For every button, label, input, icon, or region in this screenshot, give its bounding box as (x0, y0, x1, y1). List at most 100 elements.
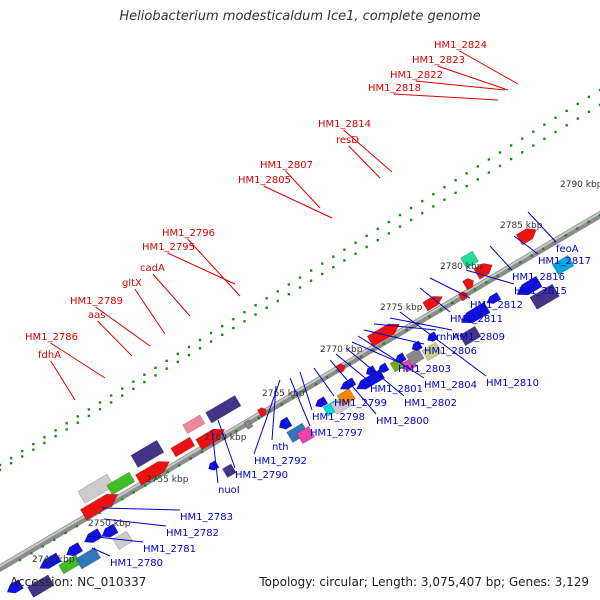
bottom-gene-label: HM1_2810 (486, 378, 539, 389)
outer-tick-dot (365, 245, 368, 249)
bottom-label-leader (91, 547, 111, 557)
top-label-leader (393, 93, 499, 101)
outer-tick-dot (409, 218, 413, 222)
lower-tick-dot (268, 409, 272, 413)
map-title: Heliobacterium modesticaldum Ice1, compl… (119, 9, 481, 24)
lower-tick-dot (382, 342, 386, 345)
reverse-gene-shape (336, 388, 356, 407)
upper-tick-dot (154, 366, 157, 369)
lower-tick-dot (30, 552, 33, 555)
bottom-label-leader (489, 245, 513, 271)
upper-tick-dot (121, 387, 124, 390)
scale-label: 2760 kbp (204, 433, 247, 443)
top-gene-label: HM1_2818 (368, 83, 421, 94)
outer-tick-dot (498, 164, 502, 168)
bottom-gene-label: HM1_2812 (470, 300, 523, 311)
reverse-gene-shape (405, 347, 425, 366)
top-label-leader (343, 129, 393, 173)
bottom-gene-label: HM1_2817 (538, 256, 591, 267)
lower-tick-dot (428, 315, 431, 318)
upper-tick-dot (109, 394, 113, 397)
top-label-leader (415, 80, 506, 91)
forward-gene-shape (243, 419, 254, 430)
reverse-gene-shape (421, 341, 443, 362)
top-gene-label: gltX (122, 278, 142, 289)
upper-tick-dot (454, 179, 457, 182)
scale-label: 2780 kbp (440, 262, 483, 272)
forward-gene-shape (473, 263, 493, 280)
outer-tick-dot (487, 171, 491, 174)
outer-tick-dot (398, 225, 402, 228)
reverse-gene-shape (314, 396, 329, 408)
lower-tick-dot (234, 430, 238, 433)
outer-tick-dot (187, 353, 191, 357)
reverse-gene (516, 275, 543, 296)
accession-text: Accession: NC_010337 (10, 575, 147, 589)
reverse-gene (421, 341, 443, 362)
forward-gene (243, 419, 254, 430)
top-gene-label: HM1_2823 (412, 55, 465, 66)
outer-tick-dot (165, 367, 168, 370)
reverse-gene (314, 396, 329, 408)
lower-tick-dot (155, 477, 158, 481)
top-label-leader (285, 170, 321, 209)
outer-tick-dot (298, 286, 302, 289)
reverse-gene (486, 292, 502, 304)
outer-tick-dot (109, 401, 113, 404)
reverse-gene (75, 547, 102, 570)
outer-tick-dot (454, 191, 457, 195)
reverse-gene (208, 460, 220, 471)
top-gene-label: HM1_2796 (162, 228, 215, 239)
forward-gene (473, 263, 493, 280)
lower-tick-dot (564, 234, 568, 237)
top-label-leader (152, 273, 191, 317)
lower-tick-dot (121, 497, 124, 501)
upper-tick-dot (432, 192, 435, 196)
reverse-gene-shape (39, 552, 62, 569)
bottom-gene-label: HM1_2802 (404, 398, 457, 409)
bottom-gene-label: rnhA (436, 332, 460, 343)
reverse-gene (101, 523, 119, 538)
scale-label: 2765 kbp (262, 389, 305, 399)
reverse-gene (378, 362, 390, 374)
upper-tick-dot (43, 436, 46, 439)
bottom-label-leader (289, 377, 311, 427)
lower-tick-dot (530, 254, 533, 257)
upper-tick-dot (198, 338, 202, 342)
outer-tick-dot (232, 326, 235, 330)
top-label-leader (263, 185, 333, 219)
lower-tick-dot (98, 511, 101, 514)
lower-tick-dot (178, 464, 181, 467)
upper-tick-dot (332, 255, 335, 258)
upper-tick-dot (176, 352, 179, 356)
reverse-gene (6, 579, 24, 594)
upper-tick-dot (409, 206, 413, 210)
bottom-gene-label: feoA (556, 244, 579, 255)
bottom-gene-label: HM1_2781 (143, 544, 196, 555)
forward-gene (170, 436, 196, 458)
top-label-leader (437, 65, 509, 91)
forward-gene-shape (130, 439, 165, 468)
scale-label: 2790 kbp (560, 180, 600, 190)
bottom-gene-label: HM1_2792 (254, 456, 307, 467)
forward-gene (462, 277, 474, 291)
upper-tick-dot (232, 317, 235, 321)
lower-tick-dot (553, 240, 556, 244)
upper-tick-dot (443, 186, 446, 189)
upper-tick-dot (565, 109, 568, 113)
bottom-gene-label: HM1_2816 (512, 272, 565, 283)
bottom-gene-label: HM1_2800 (376, 416, 429, 427)
lower-tick-dot (473, 288, 477, 291)
scale-label: 2770 kbp (320, 345, 363, 355)
upper-tick-dot (32, 442, 35, 446)
scale-label: 2745 kbp (32, 555, 75, 565)
top-label-leader (50, 360, 76, 401)
lower-tick-dot (87, 518, 90, 521)
forward-gene (79, 493, 119, 521)
bottom-label-leader (373, 323, 437, 331)
reverse-gene-shape (75, 547, 102, 570)
bottom-label-leader (345, 347, 405, 397)
forward-gene-shape (170, 436, 196, 458)
reverse-gene (278, 416, 293, 430)
upper-tick-dot (276, 290, 279, 293)
